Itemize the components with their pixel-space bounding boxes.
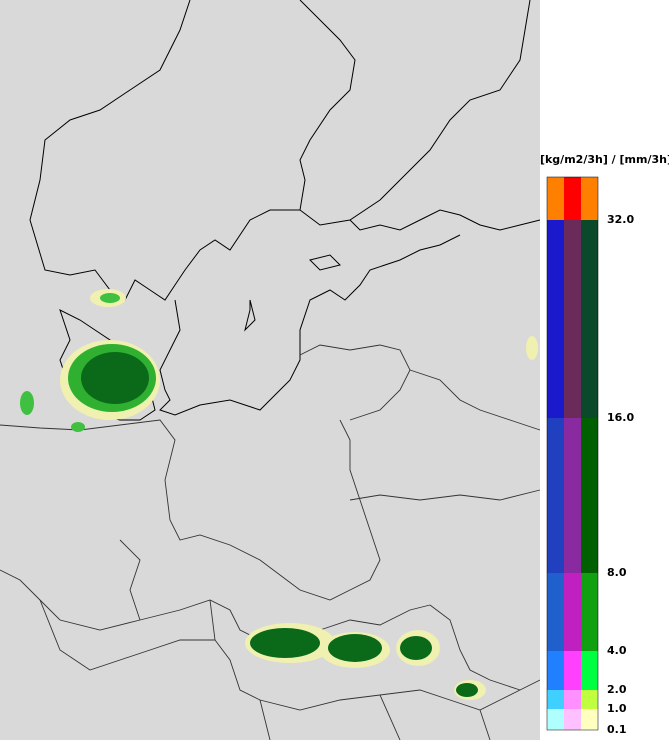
precip-area [526, 336, 538, 360]
legend-tick-label: 4.0 [607, 644, 627, 657]
precip-area [100, 293, 120, 303]
legend-tick-label: 8.0 [607, 566, 627, 579]
precip-area [456, 683, 478, 697]
precipitation [20, 289, 538, 700]
legend-tick-label: 16.0 [607, 411, 634, 424]
legend-tick-label: 2.0 [607, 683, 627, 696]
legend-bar [546, 176, 599, 731]
precip-area [81, 352, 149, 404]
precip-area [71, 422, 85, 432]
legend-tick-label: 32.0 [607, 213, 634, 226]
legend-tick-label: 0.1 [607, 723, 627, 736]
precip-area [250, 628, 320, 658]
legend-tick-label: 1.0 [607, 702, 627, 715]
legend-title: [kg/m2/3h] / [mm/3h] [540, 153, 669, 166]
borders [0, 344, 541, 741]
precip-area [328, 634, 382, 662]
coastlines [29, 0, 541, 421]
precip-area [20, 391, 34, 415]
legend-ticks: 32.0 16.0 8.0 4.0 2.0 1.0 0.1 [607, 213, 634, 736]
precip-area [400, 636, 432, 660]
